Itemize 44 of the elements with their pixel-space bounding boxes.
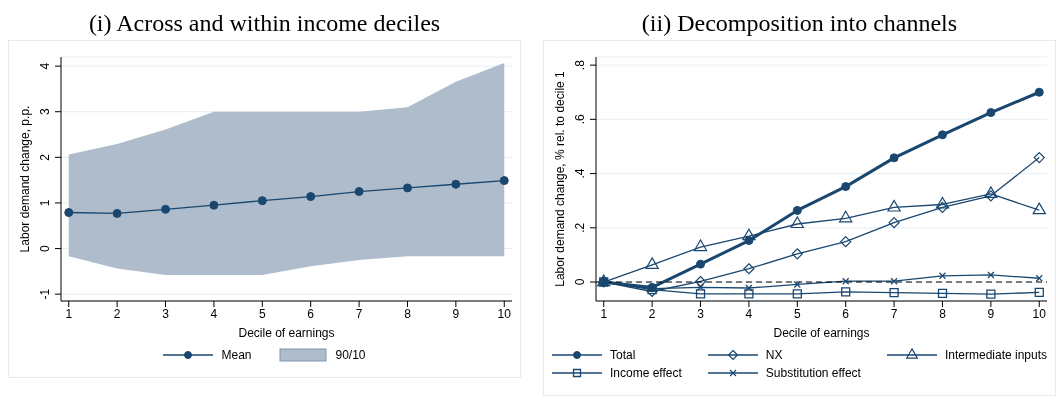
legend-label: Mean bbox=[221, 348, 252, 362]
x-tick-label: 9 bbox=[987, 306, 995, 321]
x-tick-label: 4 bbox=[745, 306, 753, 321]
y-tick-label: .6 bbox=[573, 114, 587, 125]
y-tick-label: .4 bbox=[573, 168, 587, 179]
y-tick-label: 1 bbox=[38, 199, 52, 207]
x-axis-title: Decile of earnings bbox=[238, 326, 335, 340]
y-tick-label: 2 bbox=[38, 153, 52, 161]
y-tick-label: 0 bbox=[38, 244, 52, 252]
x-tick-label: 5 bbox=[793, 306, 801, 321]
x-tick-label: 1 bbox=[65, 306, 73, 321]
x-tick-label: 2 bbox=[648, 306, 656, 321]
y-tick-label: .2 bbox=[573, 222, 587, 233]
y-tick-label: -1 bbox=[38, 288, 52, 300]
y-axis-title: Labor demand change, p.p. bbox=[18, 105, 33, 253]
y-axis-title: Labor demand change, % rel. to decile 1 bbox=[553, 70, 568, 287]
x-tick-label: 3 bbox=[162, 306, 170, 321]
x-tick-label: 5 bbox=[258, 306, 266, 321]
legend-label: NX bbox=[765, 348, 783, 362]
x-tick-label: 7 bbox=[355, 306, 363, 321]
x-tick-label: 10 bbox=[497, 306, 512, 321]
legend-label: Total bbox=[609, 348, 636, 362]
legend-label: Intermediate inputs bbox=[944, 348, 1048, 362]
y-tick-label: .8 bbox=[573, 59, 587, 71]
y-tick-label: 0 bbox=[573, 278, 587, 286]
x-tick-label: 7 bbox=[890, 306, 898, 321]
x-tick-label: 6 bbox=[307, 306, 315, 321]
x-tick-label: 1 bbox=[600, 306, 608, 321]
x-tick-label: 6 bbox=[842, 306, 850, 321]
x-tick-label: 8 bbox=[404, 306, 412, 321]
chart-title: (ii) Decomposition into channels bbox=[640, 9, 959, 38]
chart-title: (i) Across and within income deciles bbox=[87, 9, 442, 38]
y-tick-label: 4 bbox=[38, 62, 52, 70]
x-tick-label: 8 bbox=[939, 306, 947, 321]
x-tick-label: 3 bbox=[697, 306, 705, 321]
legend-label: Substitution effect bbox=[765, 366, 861, 380]
x-tick-label: 10 bbox=[1032, 306, 1047, 321]
x-axis-title: Decile of earnings bbox=[773, 326, 870, 340]
x-tick-label: 9 bbox=[452, 306, 460, 321]
y-tick-label: 3 bbox=[38, 108, 52, 116]
x-tick-label: 2 bbox=[113, 306, 121, 321]
legend-label: Income effect bbox=[609, 366, 682, 380]
text: 90/10 bbox=[335, 348, 366, 362]
x-tick-label: 4 bbox=[210, 306, 218, 321]
